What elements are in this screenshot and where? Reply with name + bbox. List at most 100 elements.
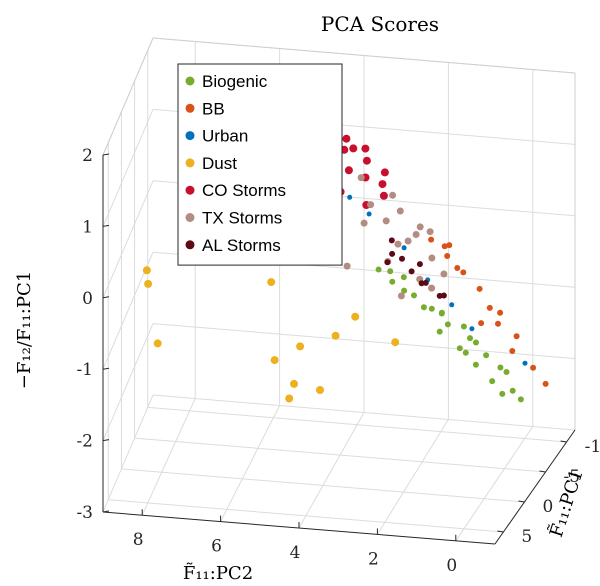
data-point xyxy=(446,242,453,249)
data-point xyxy=(438,310,445,317)
data-point xyxy=(495,320,501,327)
data-point xyxy=(375,266,382,273)
data-point xyxy=(503,369,510,375)
box-edge-top-left xyxy=(102,37,154,156)
data-point xyxy=(440,292,447,299)
data-point xyxy=(489,378,496,385)
data-point xyxy=(401,287,408,294)
z-tick-label: -2 xyxy=(76,432,93,452)
data-point xyxy=(142,266,151,275)
data-point xyxy=(408,268,415,275)
data-point xyxy=(344,166,353,175)
data-point xyxy=(416,261,423,268)
floor-gridline-y xyxy=(147,406,567,443)
data-point xyxy=(509,387,516,394)
data-point xyxy=(517,396,524,403)
data-point xyxy=(387,268,394,275)
x-tick-label: 4 xyxy=(290,543,301,563)
data-point xyxy=(428,254,436,262)
legend-label: Urban xyxy=(202,127,248,146)
data-point xyxy=(486,304,493,311)
data-point xyxy=(316,386,324,394)
floor-gridline-y xyxy=(121,468,525,503)
data-point xyxy=(473,339,479,346)
legend-marker xyxy=(185,131,195,141)
legend-marker xyxy=(185,76,195,86)
back-wall-gridline-z xyxy=(152,323,576,360)
floor-gridline-x xyxy=(141,398,196,516)
data-point xyxy=(416,223,424,231)
floor-gridline-y xyxy=(108,499,504,533)
data-point xyxy=(428,284,436,292)
z-tick-mark xyxy=(102,439,110,442)
data-point xyxy=(436,328,443,335)
data-point xyxy=(389,278,396,285)
data-point xyxy=(467,335,473,342)
floor-gridline-y xyxy=(134,437,546,473)
data-point xyxy=(382,217,390,225)
data-point xyxy=(399,255,405,262)
data-point xyxy=(412,231,420,238)
data-point xyxy=(267,278,276,287)
x-tick-label: 8 xyxy=(133,530,144,550)
data-point xyxy=(296,342,305,351)
floor-gridline-x xyxy=(220,405,281,522)
data-point xyxy=(456,345,463,352)
y-tick-label: 0 xyxy=(542,497,553,517)
data-point xyxy=(270,356,279,365)
data-point xyxy=(411,292,417,299)
data-point xyxy=(389,250,396,257)
legend-marker xyxy=(185,103,195,113)
y-tick-mark xyxy=(518,500,525,503)
x-axis-label: F̃₁₁:PC2 xyxy=(183,562,253,584)
data-point xyxy=(420,304,427,311)
data-point xyxy=(509,348,516,354)
side-wall-gridline-z xyxy=(102,180,154,298)
side-wall-gridline-z xyxy=(102,109,154,227)
data-point xyxy=(440,270,448,278)
legend-label: CO Storms xyxy=(202,181,286,200)
data-point xyxy=(397,292,405,300)
data-point xyxy=(285,394,294,403)
data-point xyxy=(428,305,435,312)
side-wall-gridline-z xyxy=(102,394,154,513)
data-point xyxy=(347,194,353,200)
legend-label: Dust xyxy=(202,154,237,173)
legend-label: AL Storms xyxy=(202,236,281,255)
data-point xyxy=(401,245,407,251)
data-point xyxy=(418,280,425,287)
floor-gridline-x xyxy=(455,426,534,542)
data-point xyxy=(331,331,340,340)
legend-marker xyxy=(185,185,195,195)
y-tick-label: 5 xyxy=(521,527,532,547)
data-point xyxy=(530,364,537,371)
legend-marker xyxy=(185,213,195,222)
data-point xyxy=(460,269,467,276)
legend: Biogenic BB Urban Dust CO Storms TX Storms AL … xyxy=(177,63,343,266)
data-point xyxy=(444,253,451,259)
data-point xyxy=(366,211,372,217)
data-point xyxy=(428,236,435,243)
data-point xyxy=(384,259,391,266)
z-tick-mark xyxy=(102,367,110,370)
data-point xyxy=(462,349,469,356)
grid xyxy=(102,37,576,545)
data-point xyxy=(380,168,389,177)
data-point xyxy=(478,320,485,327)
z-tick-mark xyxy=(102,224,110,227)
x-tick-label: 0 xyxy=(446,556,457,576)
chart-title: PCA Scores xyxy=(321,12,439,36)
data-point xyxy=(476,285,483,292)
data-point xyxy=(404,237,412,245)
z-tick-label: -3 xyxy=(76,503,93,523)
back-wall-gridline-z xyxy=(152,394,576,431)
z-tick-label: 0 xyxy=(82,289,93,309)
y-tick-mark xyxy=(539,470,546,473)
data-point xyxy=(426,228,434,236)
data-point xyxy=(513,333,520,340)
legend-label: BB xyxy=(202,99,225,118)
data-point xyxy=(499,390,506,397)
data-point xyxy=(454,265,461,271)
